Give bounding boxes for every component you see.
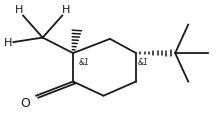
Text: H: H bbox=[4, 38, 12, 48]
Text: H: H bbox=[15, 5, 23, 15]
Text: &1: &1 bbox=[137, 58, 148, 67]
Text: &1: &1 bbox=[79, 58, 89, 67]
Text: H: H bbox=[62, 5, 71, 15]
Text: O: O bbox=[20, 97, 30, 110]
